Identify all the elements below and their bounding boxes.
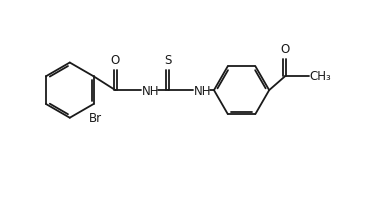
Text: CH₃: CH₃: [310, 70, 331, 83]
Text: Br: Br: [89, 112, 102, 125]
Text: NH: NH: [194, 85, 212, 98]
Text: S: S: [164, 54, 171, 68]
Text: NH: NH: [142, 85, 159, 98]
Text: O: O: [111, 54, 120, 68]
Text: O: O: [280, 43, 289, 56]
